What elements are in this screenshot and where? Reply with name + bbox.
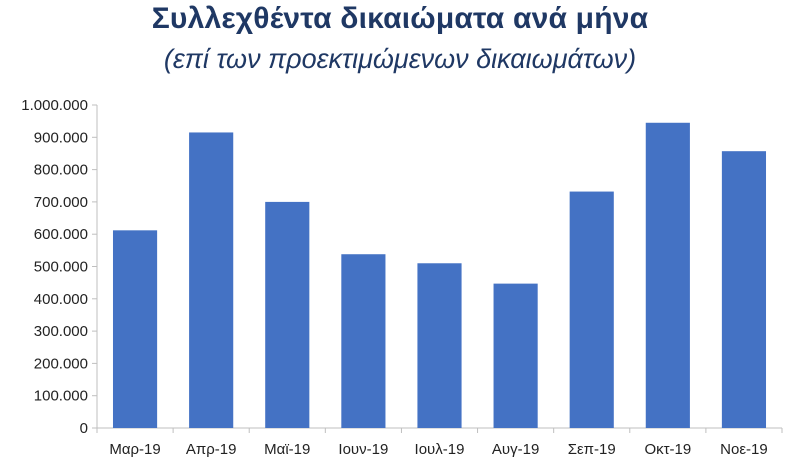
x-tick-label: Ιουν-19 (338, 441, 388, 458)
y-tick-label: 0 (80, 420, 88, 437)
bar (341, 254, 386, 428)
x-tick-label: Οκτ-19 (644, 441, 691, 458)
bar (265, 201, 310, 428)
y-tick-label: 900.000 (34, 129, 88, 146)
y-tick-label: 100.000 (34, 388, 88, 405)
x-tick-label: Σεπ-19 (568, 441, 616, 458)
x-tick-label: Μαϊ-19 (264, 441, 310, 458)
bar (645, 122, 690, 428)
bar (569, 191, 614, 428)
chart-subtitle: (επί των προεκτιμώμενων δικαιωμάτων) (163, 44, 637, 74)
bar (721, 151, 767, 428)
y-tick-label: 200.000 (34, 355, 88, 372)
y-tick-label: 700.000 (34, 194, 88, 211)
x-tick-label: Αυγ-19 (492, 441, 539, 458)
y-tick-label: 800.000 (34, 162, 88, 179)
bar (112, 230, 158, 428)
x-tick-label: Μαρ-19 (109, 441, 160, 458)
bar (417, 263, 462, 428)
chart-title: Συλλεχθέντα δικαιώματα ανά μήνα (151, 2, 649, 35)
y-tick-label: 300.000 (34, 323, 88, 340)
bar (189, 132, 234, 428)
x-tick-label: Ιουλ-19 (415, 441, 465, 458)
y-tick-label: 600.000 (34, 226, 88, 243)
y-tick-label: 500.000 (34, 259, 88, 276)
y-tick-label: 1.000.000 (21, 97, 88, 114)
x-tick-label: Απρ-19 (186, 441, 237, 458)
bar (493, 283, 538, 428)
x-tick-label: Νοε-19 (720, 441, 768, 458)
y-tick-label: 400.000 (34, 291, 88, 308)
